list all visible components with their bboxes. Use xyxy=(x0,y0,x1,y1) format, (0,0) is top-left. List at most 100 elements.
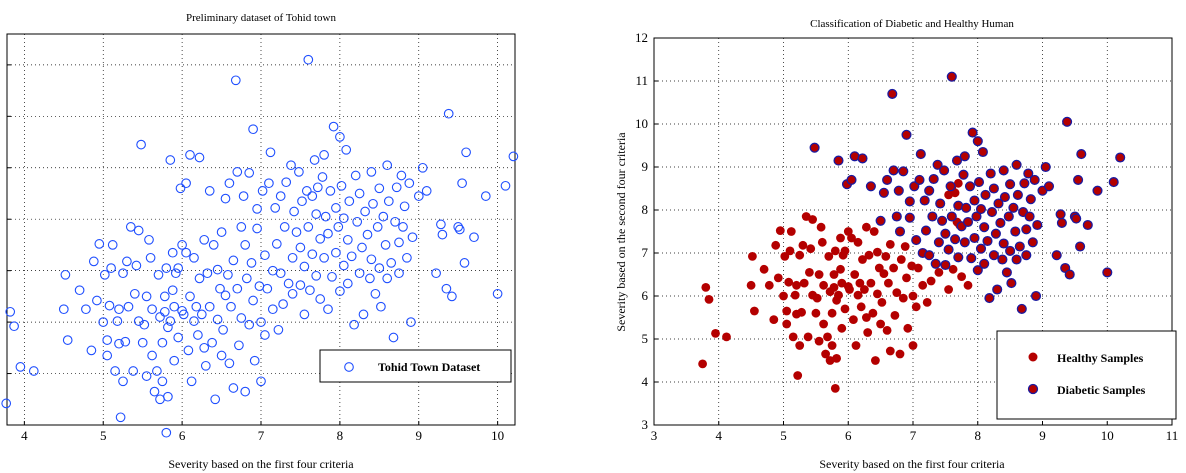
data-point-series-0 xyxy=(849,315,858,324)
data-point-series-0 xyxy=(866,278,876,288)
data-point-series-0 xyxy=(307,191,318,201)
data-point-series-0 xyxy=(908,291,918,301)
data-point-series-0 xyxy=(812,293,822,303)
data-point-series-0 xyxy=(220,193,231,204)
data-point-series-0 xyxy=(186,376,197,387)
data-point-series-0 xyxy=(210,394,221,405)
data-point-series-0 xyxy=(246,258,257,268)
data-point-series-0 xyxy=(903,323,913,333)
data-point-series-0 xyxy=(286,160,296,171)
data-point-series-0 xyxy=(834,290,843,300)
data-point-series-0 xyxy=(102,350,113,361)
data-point-series-1 xyxy=(1064,269,1075,280)
data-point-series-0 xyxy=(349,319,359,330)
data-point-series-0 xyxy=(500,180,511,191)
data-point-series-0 xyxy=(750,306,759,316)
data-point-series-0 xyxy=(319,150,329,160)
data-point-series-1 xyxy=(999,192,1010,203)
data-point-series-1 xyxy=(1073,174,1084,185)
data-point-series-0 xyxy=(779,291,788,301)
chart1-legend: Tohid Town Dataset xyxy=(319,349,512,383)
data-point-series-1 xyxy=(887,88,898,99)
data-point-series-0 xyxy=(311,209,322,219)
data-point-series-1 xyxy=(875,215,886,226)
data-point-series-0 xyxy=(469,232,479,243)
data-point-series-1 xyxy=(950,234,961,245)
x-tick-label: 8 xyxy=(337,428,344,443)
data-point-series-0 xyxy=(212,264,223,275)
data-point-series-0 xyxy=(853,237,863,247)
data-point-series-1 xyxy=(959,237,970,248)
data-point-series-1 xyxy=(882,174,893,185)
data-point-series-0 xyxy=(136,139,146,150)
data-point-series-0 xyxy=(836,264,845,274)
data-point-series-0 xyxy=(303,54,314,65)
data-point-series-1 xyxy=(924,185,935,196)
data-point-series-0 xyxy=(404,178,415,189)
data-point-series-1 xyxy=(998,238,1009,249)
data-point-series-0 xyxy=(890,311,900,320)
data-point-series-0 xyxy=(312,182,323,193)
x-tick-label: 6 xyxy=(845,428,852,443)
data-point-series-0 xyxy=(877,298,887,307)
data-point-series-0 xyxy=(315,233,326,244)
data-point-series-0 xyxy=(492,288,503,299)
data-point-series-1 xyxy=(1019,178,1030,189)
data-point-series-0 xyxy=(129,288,140,299)
data-point-series-0 xyxy=(350,170,361,181)
data-point-series-0 xyxy=(133,225,144,236)
data-point-series-1 xyxy=(933,237,944,248)
data-point-series-1 xyxy=(972,136,983,147)
data-point-series-0 xyxy=(704,295,714,304)
data-point-series-1 xyxy=(1082,219,1093,231)
data-point-series-0 xyxy=(152,366,162,376)
data-point-series-0 xyxy=(771,240,781,250)
data-point-series-0 xyxy=(792,280,801,290)
data-point-series-1 xyxy=(935,198,946,209)
data-point-series-0 xyxy=(147,350,157,361)
data-point-series-0 xyxy=(884,278,893,288)
data-point-series-0 xyxy=(386,258,397,268)
data-point-series-0 xyxy=(311,270,322,281)
data-point-series-1 xyxy=(1102,267,1113,278)
data-point-series-0 xyxy=(830,246,840,256)
chart2-legend: Healthy Samples Diabetic Samples xyxy=(996,330,1177,420)
data-point-series-0 xyxy=(344,196,355,207)
data-point-series-1 xyxy=(1062,116,1073,127)
chart2-xlabel: Severity based on the first four criteri… xyxy=(819,457,1005,471)
data-point-series-0 xyxy=(406,317,416,327)
data-point-series-0 xyxy=(819,280,828,290)
data-point-series-0 xyxy=(358,309,369,320)
data-point-series-0 xyxy=(352,216,363,227)
data-point-series-0 xyxy=(177,240,187,250)
data-point-series-0 xyxy=(457,178,467,189)
data-point-series-0 xyxy=(275,268,286,279)
data-point-series-0 xyxy=(215,283,225,294)
data-point-series-0 xyxy=(836,233,845,243)
data-point-series-0 xyxy=(374,183,385,194)
data-point-series-0 xyxy=(223,269,233,280)
data-point-series-0 xyxy=(773,273,783,283)
data-point-series-1 xyxy=(979,258,990,269)
data-point-series-0 xyxy=(698,359,707,369)
data-point-series-1 xyxy=(998,165,1009,176)
data-point-series-0 xyxy=(850,270,860,279)
data-point-series-1 xyxy=(930,258,941,269)
data-point-series-0 xyxy=(346,251,357,262)
data-point-series-0 xyxy=(817,237,827,247)
chart1-legend-label: Tohid Town Dataset xyxy=(378,360,480,374)
data-point-series-0 xyxy=(74,285,85,296)
data-point-series-0 xyxy=(149,386,160,397)
data-point-series-0 xyxy=(858,255,867,264)
x-tick-label: 10 xyxy=(1101,428,1114,443)
data-point-series-0 xyxy=(860,285,869,294)
data-point-series-0 xyxy=(15,362,26,372)
data-point-series-0 xyxy=(319,252,329,263)
data-point-series-0 xyxy=(827,341,837,350)
data-point-series-1 xyxy=(990,228,1001,239)
x-tick-label: 8 xyxy=(975,428,982,443)
data-point-series-0 xyxy=(862,313,871,322)
data-point-series-0 xyxy=(338,260,349,271)
data-point-series-0 xyxy=(382,273,393,284)
data-point-series-1 xyxy=(969,232,980,244)
